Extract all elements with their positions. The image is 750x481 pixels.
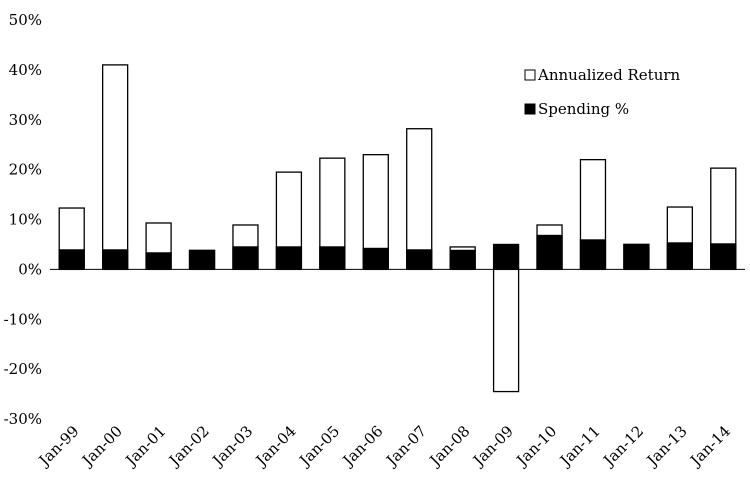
y-tick-label: -20%	[4, 360, 42, 378]
legend: Annualized Return Spending %	[524, 66, 681, 118]
x-axis-tick-labels: Jan-99Jan-00Jan-01Jan-02Jan-03Jan-04Jan-…	[34, 422, 734, 471]
series-spending	[58, 234, 737, 271]
bar-spending	[319, 246, 346, 271]
bar-spending	[232, 246, 259, 271]
bar-spending	[406, 249, 433, 271]
y-tick-label: 30%	[9, 111, 42, 129]
x-tick-label: Jan-08	[425, 422, 474, 471]
bar-spending	[449, 249, 476, 271]
x-tick-label: Jan-07	[381, 422, 430, 471]
x-tick-label: Jan-10	[512, 422, 561, 471]
bar-spending	[710, 243, 737, 271]
x-tick-label: Jan-09	[468, 422, 517, 471]
y-tick-label: 50%	[9, 11, 42, 29]
y-tick-label: 40%	[9, 61, 42, 79]
bar-spending	[58, 249, 85, 271]
bar-spending	[188, 249, 216, 271]
x-tick-label: Jan-05	[295, 422, 344, 471]
bar-annualized-return	[102, 64, 129, 271]
bar-spending	[102, 249, 129, 271]
y-tick-label: -10%	[4, 310, 42, 328]
bar-annualized-return	[406, 128, 433, 271]
bar-spending	[579, 239, 607, 271]
y-axis-tick-labels: -30% -20% -10% 0% 10% 20% 30% 40% 50%	[4, 11, 42, 428]
y-tick-label: 10%	[9, 211, 42, 229]
bar-spending	[623, 243, 650, 271]
x-tick-label: Jan-03	[208, 422, 257, 471]
bar-spending	[536, 234, 563, 271]
x-tick-label: Jan-02	[164, 422, 213, 471]
bar-spending	[275, 246, 303, 271]
legend-swatch-annualized-return	[524, 69, 536, 81]
y-tick-label: 20%	[9, 161, 42, 179]
x-tick-label: Jan-06	[338, 422, 387, 471]
series-annualized-return	[58, 64, 737, 393]
x-tick-label: Jan-04	[251, 422, 300, 471]
bar-annualized-return	[492, 268, 520, 393]
x-tick-label: Jan-13	[642, 422, 691, 471]
x-tick-label: Jan-01	[121, 422, 170, 471]
x-tick-label: Jan-12	[599, 422, 648, 471]
bar-spending	[362, 247, 389, 271]
bar-spending	[145, 252, 172, 271]
x-tick-label: Jan-00	[77, 422, 126, 471]
y-tick-label: 0%	[18, 260, 42, 278]
legend-label-spending: Spending %	[538, 100, 629, 118]
y-tick-label: -30%	[4, 410, 42, 428]
bar-spending	[492, 243, 520, 271]
legend-label-annualized-return: Annualized Return	[537, 66, 681, 84]
x-tick-label: Jan-99	[34, 422, 83, 471]
bar-spending	[666, 242, 693, 271]
x-tick-label: Jan-11	[555, 422, 604, 471]
x-tick-label: Jan-14	[685, 422, 734, 471]
legend-swatch-spending	[524, 103, 536, 115]
